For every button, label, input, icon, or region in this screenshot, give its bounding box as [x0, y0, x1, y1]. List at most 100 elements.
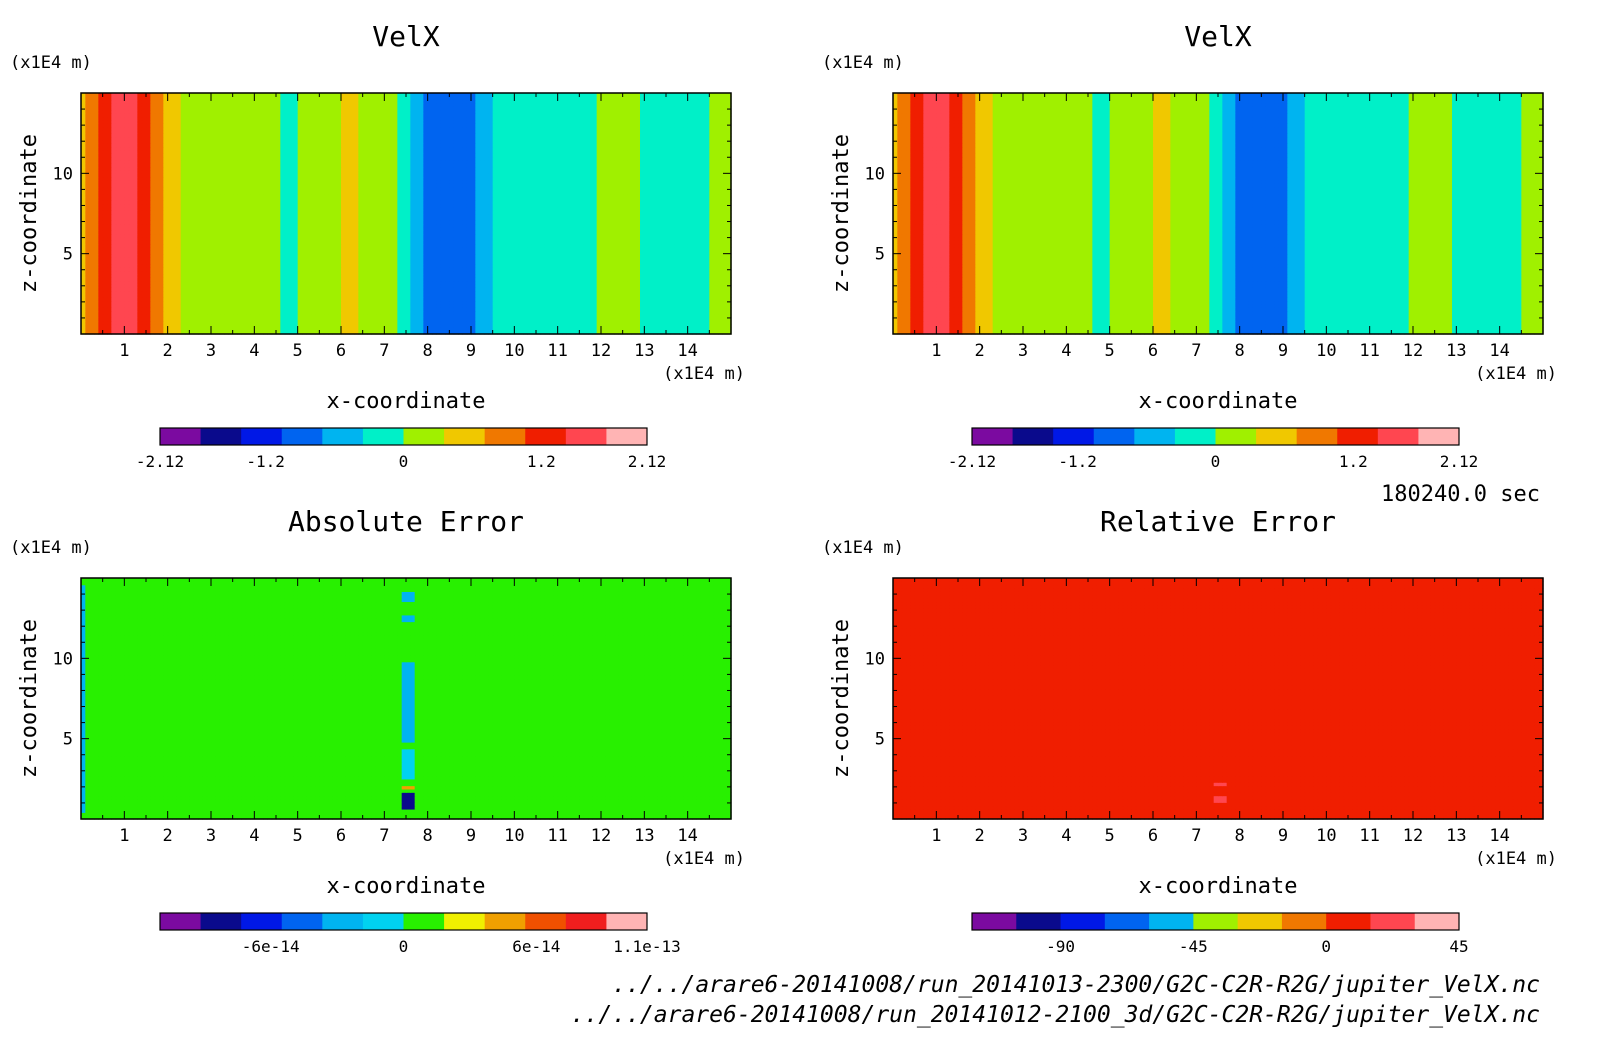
- heatmap-cell: [224, 287, 229, 292]
- heatmap-cell: [458, 327, 463, 332]
- heatmap-cell: [237, 307, 242, 312]
- heatmap-cell: [241, 320, 247, 325]
- heatmap-cell: [622, 327, 628, 332]
- heatmap-cell: [375, 330, 381, 335]
- heatmap-cell: [219, 290, 225, 295]
- heatmap-cell: [98, 287, 104, 292]
- heatmap-cell: [85, 327, 91, 332]
- heatmap-cell: [423, 293, 429, 298]
- heatmap-cell: [393, 320, 398, 325]
- heatmap-cell: [466, 313, 472, 318]
- heatmap-cell: [250, 327, 255, 332]
- heatmap-cell: [263, 320, 268, 325]
- heatmap-cell: [687, 327, 693, 332]
- heatmap-cell: [423, 327, 429, 332]
- heatmap-cell: [462, 290, 468, 295]
- heatmap-cell: [631, 307, 637, 312]
- heatmap-cell: [172, 327, 177, 332]
- heatmap-cell: [384, 317, 390, 322]
- heatmap-cell: [674, 327, 680, 332]
- heatmap-cell: [185, 310, 190, 315]
- heatmap-cell: [631, 313, 637, 318]
- heatmap-cell: [276, 313, 281, 318]
- heatmap-cell: [471, 293, 476, 298]
- heatmap-cell: [644, 290, 650, 295]
- heatmap-cell: [302, 307, 307, 312]
- heatmap-cell: [94, 310, 99, 315]
- heatmap-cell: [102, 303, 108, 308]
- heatmap-cell: [354, 323, 359, 328]
- heatmap-cell: [267, 290, 273, 295]
- heatmap-cell: [596, 293, 602, 298]
- heatmap-cell: [709, 320, 715, 325]
- heatmap-cell: [549, 290, 554, 295]
- heatmap-cell: [601, 313, 606, 318]
- heatmap-cell: [436, 317, 442, 322]
- heatmap-cell: [133, 320, 138, 325]
- heatmap-cell: [544, 293, 550, 298]
- heatmap-cell: [397, 310, 403, 315]
- heatmap-cell: [488, 297, 494, 302]
- heatmap-cell: [488, 320, 494, 325]
- heatmap-cell: [462, 317, 468, 322]
- heatmap-cell: [206, 307, 212, 312]
- heatmap-cell: [553, 320, 559, 325]
- heatmap-cell: [640, 310, 645, 315]
- heatmap-cell: [267, 293, 273, 298]
- heatmap-cell: [315, 297, 320, 302]
- heatmap-cell: [393, 287, 398, 292]
- heatmap-cell: [687, 307, 693, 312]
- heatmap-cell: [310, 293, 316, 298]
- heatmap-cell: [432, 300, 437, 305]
- heatmap-cell: [466, 327, 472, 332]
- heatmap-cell: [718, 323, 723, 328]
- heatmap-cell: [670, 303, 676, 308]
- heatmap-cell: [371, 287, 377, 292]
- heatmap-cell: [549, 320, 554, 325]
- heatmap-cell: [653, 313, 658, 318]
- heatmap-cell: [419, 327, 424, 332]
- heatmap-cell: [696, 317, 702, 322]
- heatmap-cell: [176, 297, 182, 302]
- heatmap-cell: [354, 287, 359, 292]
- heatmap-cell: [115, 313, 121, 318]
- heatmap-cell: [596, 300, 602, 305]
- heatmap-cell: [349, 290, 355, 295]
- heatmap-cell: [514, 303, 520, 308]
- heatmap-cell: [276, 323, 281, 328]
- heatmap-cell: [536, 327, 541, 332]
- heatmap-cell: [388, 317, 394, 322]
- heatmap-cell: [609, 310, 615, 315]
- heatmap-cell: [124, 323, 130, 328]
- heatmap-cell: [583, 290, 589, 295]
- heatmap-cell: [159, 287, 164, 292]
- heatmap-cell: [393, 313, 398, 318]
- heatmap-cell: [419, 330, 424, 335]
- heatmap-cell: [583, 320, 589, 325]
- heatmap-cell: [510, 297, 515, 302]
- heatmap-cell: [167, 307, 173, 312]
- heatmap-cell: [215, 290, 221, 295]
- heatmap-cell: [102, 290, 108, 295]
- heatmap-cell: [458, 313, 463, 318]
- heatmap-cell: [141, 300, 147, 305]
- heatmap-cell: [81, 303, 86, 308]
- heatmap-cell: [557, 310, 563, 315]
- heatmap-cell: [588, 323, 593, 328]
- heatmap-cell: [215, 293, 221, 298]
- heatmap-cell: [185, 327, 190, 332]
- heatmap-cell: [306, 327, 312, 332]
- heatmap-cell: [709, 310, 715, 315]
- heatmap-cell: [440, 327, 446, 332]
- heatmap-cell: [85, 287, 91, 292]
- heatmap-cell: [492, 327, 498, 332]
- heatmap-cell: [700, 310, 706, 315]
- heatmap-cell: [674, 290, 680, 295]
- heatmap-cell: [427, 330, 433, 335]
- heatmap-cell: [713, 313, 719, 318]
- heatmap-cell: [614, 303, 619, 308]
- heatmap-cell: [341, 323, 346, 328]
- heatmap-cell: [133, 327, 138, 332]
- heatmap-cell: [354, 317, 359, 322]
- heatmap-cell: [410, 320, 416, 325]
